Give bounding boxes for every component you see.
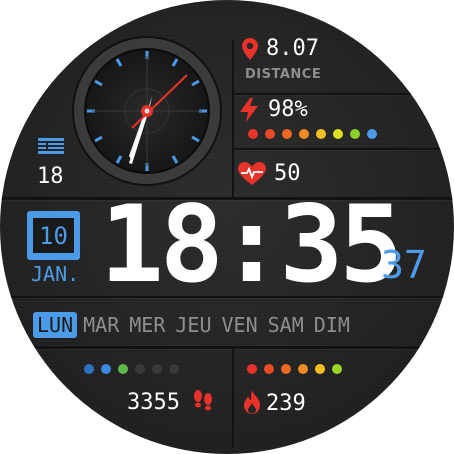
month-label: JAN.: [31, 262, 80, 286]
level-dot: [315, 364, 325, 374]
lightning-icon: [240, 98, 258, 122]
battery-value: 98%: [268, 97, 308, 122]
level-dot: [282, 129, 292, 139]
calories-value: 239: [266, 391, 306, 416]
divider: [232, 348, 234, 448]
level-dot: [298, 364, 308, 374]
list-icon: [38, 138, 64, 154]
date-box: 10: [27, 211, 80, 260]
divider: [232, 93, 442, 95]
level-dot: [281, 364, 291, 374]
level-dot: [299, 129, 309, 139]
level-dot: [169, 364, 179, 374]
dial-tick: [115, 58, 123, 67]
dial-tick: [171, 58, 179, 67]
dial-tick: [94, 79, 103, 87]
dial-tick: [191, 135, 200, 143]
weekday-dim: DIM: [313, 313, 350, 337]
seconds: 37: [381, 243, 427, 287]
dial-tick: [94, 135, 103, 143]
flame-icon: [244, 390, 260, 414]
location-pin-icon: [242, 38, 258, 60]
left-widget-value: 18: [37, 164, 64, 189]
level-dot: [152, 364, 162, 374]
weekday-lun: LUN: [33, 312, 78, 338]
digital-time: 18:35: [100, 183, 403, 306]
minute-hand: [129, 110, 149, 164]
level-dot: [350, 129, 360, 139]
distance-label: DISTANCE: [245, 67, 322, 82]
dial-tick: [191, 79, 200, 87]
dial-tick: [171, 155, 179, 164]
calorie-progress-dots: [247, 364, 342, 374]
weekday-ven: VEN: [221, 313, 258, 337]
footsteps-icon: [194, 390, 212, 411]
weekday-strip: LUN MAR MER JEU VEN SAM DIM: [33, 312, 356, 338]
analog-clock: [72, 36, 222, 186]
steps-value: 3355: [127, 390, 180, 415]
weekday-mar: MAR: [83, 313, 120, 337]
divider: [0, 197, 454, 200]
divider: [0, 296, 454, 298]
level-dot: [332, 364, 342, 374]
level-dot: [333, 129, 343, 139]
level-dot: [101, 364, 111, 374]
weekday-mer: MER: [129, 313, 166, 337]
level-dot: [247, 364, 257, 374]
heart-pulse-icon: [238, 162, 266, 185]
dial-tick: [115, 155, 123, 164]
divider: [232, 148, 442, 150]
second-hand: [131, 74, 188, 129]
level-dot: [248, 129, 258, 139]
weekday-jeu: JEU: [175, 313, 212, 337]
level-dot: [316, 129, 326, 139]
steps-progress-dots: [84, 364, 179, 374]
distance-value: 8.07: [266, 36, 319, 61]
day-of-month: 10: [39, 221, 68, 250]
level-dot: [84, 364, 94, 374]
weekday-sam: SAM: [267, 313, 304, 337]
divider: [0, 346, 454, 349]
divider: [232, 40, 234, 198]
battery-level-dots: [248, 129, 377, 139]
level-dot: [264, 364, 274, 374]
level-dot: [265, 129, 275, 139]
level-dot: [135, 364, 145, 374]
level-dot: [118, 364, 128, 374]
level-dot: [367, 129, 377, 139]
heart-rate-value: 50: [274, 161, 301, 186]
